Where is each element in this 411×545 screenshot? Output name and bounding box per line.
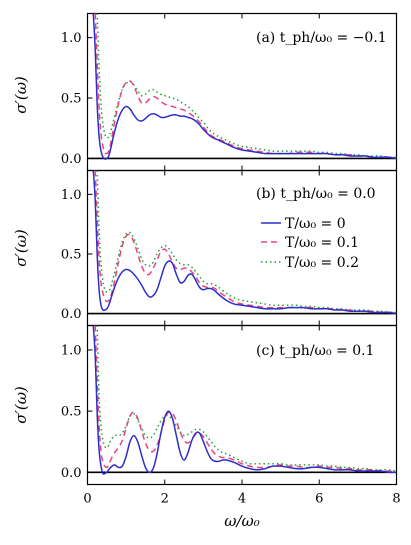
ytick-label: 0.5 — [61, 405, 82, 420]
panel-a-yticks: 0.0 0.5 1.0 — [61, 31, 93, 167]
xtick-label: 0 — [83, 492, 91, 507]
xtick-label: 6 — [315, 492, 323, 507]
legend-label-t0: T/ω₀ = 0 — [285, 216, 346, 232]
series-line-t0 — [92, 325, 397, 475]
panel-c-label: (c) t_ph/ω₀ = 0.1 — [256, 343, 374, 359]
xtick-label: 4 — [238, 492, 246, 507]
panel-b-label: (b) t_ph/ω₀ = 0.0 — [256, 186, 376, 202]
panel-a: 0.0 0.5 1.0 (a) t_ph/ω₀ = −0.1 σ′(ω) — [12, 12, 398, 172]
ytick-label: 1.0 — [61, 31, 82, 46]
x-axis-label: ω/ω₀ — [224, 512, 260, 530]
legend-label-t01: T/ω₀ = 0.1 — [285, 235, 359, 251]
xtick-label: 8 — [392, 492, 400, 507]
panel-b: 0.0 0.5 1.0 (b) t_ph/ω₀ = 0.0 T/ω₀ = 0 T/ω… — [12, 169, 398, 327]
panel-b-yticks: 0.0 0.5 1.0 — [61, 188, 93, 322]
panel-c-yticks: 0.0 0.5 1.0 — [61, 343, 93, 481]
ytick-label: 0.5 — [61, 247, 82, 262]
ytick-label: 0.5 — [61, 92, 82, 107]
panel-c-series — [92, 325, 397, 475]
panel-c-xticks: 0 2 4 6 8 — [83, 325, 401, 507]
series-line-t01 — [94, 325, 397, 474]
legend: T/ω₀ = 0 T/ω₀ = 0.1 T/ω₀ = 0.2 — [261, 216, 359, 271]
panel-b-ylabel: σ′(ω) — [12, 229, 30, 267]
panel-a-label: (a) t_ph/ω₀ = −0.1 — [256, 30, 387, 46]
ytick-label: 0.0 — [61, 307, 82, 322]
ytick-label: 1.0 — [61, 343, 82, 358]
panel-c-ylabel: σ′(ω) — [12, 386, 30, 424]
panel-b-series — [92, 170, 397, 315]
series-line-t0 — [92, 13, 397, 160]
ytick-label: 1.0 — [61, 188, 82, 203]
series-line-t0 — [92, 170, 397, 315]
legend-label-t02: T/ω₀ = 0.2 — [285, 255, 359, 271]
xtick-label: 2 — [161, 492, 169, 507]
ytick-label: 0.0 — [61, 466, 82, 481]
ytick-label: 0.0 — [61, 152, 82, 167]
panel-a-xticks — [87, 13, 397, 171]
series-line-t01 — [94, 13, 397, 160]
panel-a-series — [92, 13, 397, 160]
panel-b-xticks — [87, 170, 397, 326]
panel-a-ylabel: σ′(ω) — [12, 76, 30, 114]
series-line-t02 — [96, 170, 397, 314]
